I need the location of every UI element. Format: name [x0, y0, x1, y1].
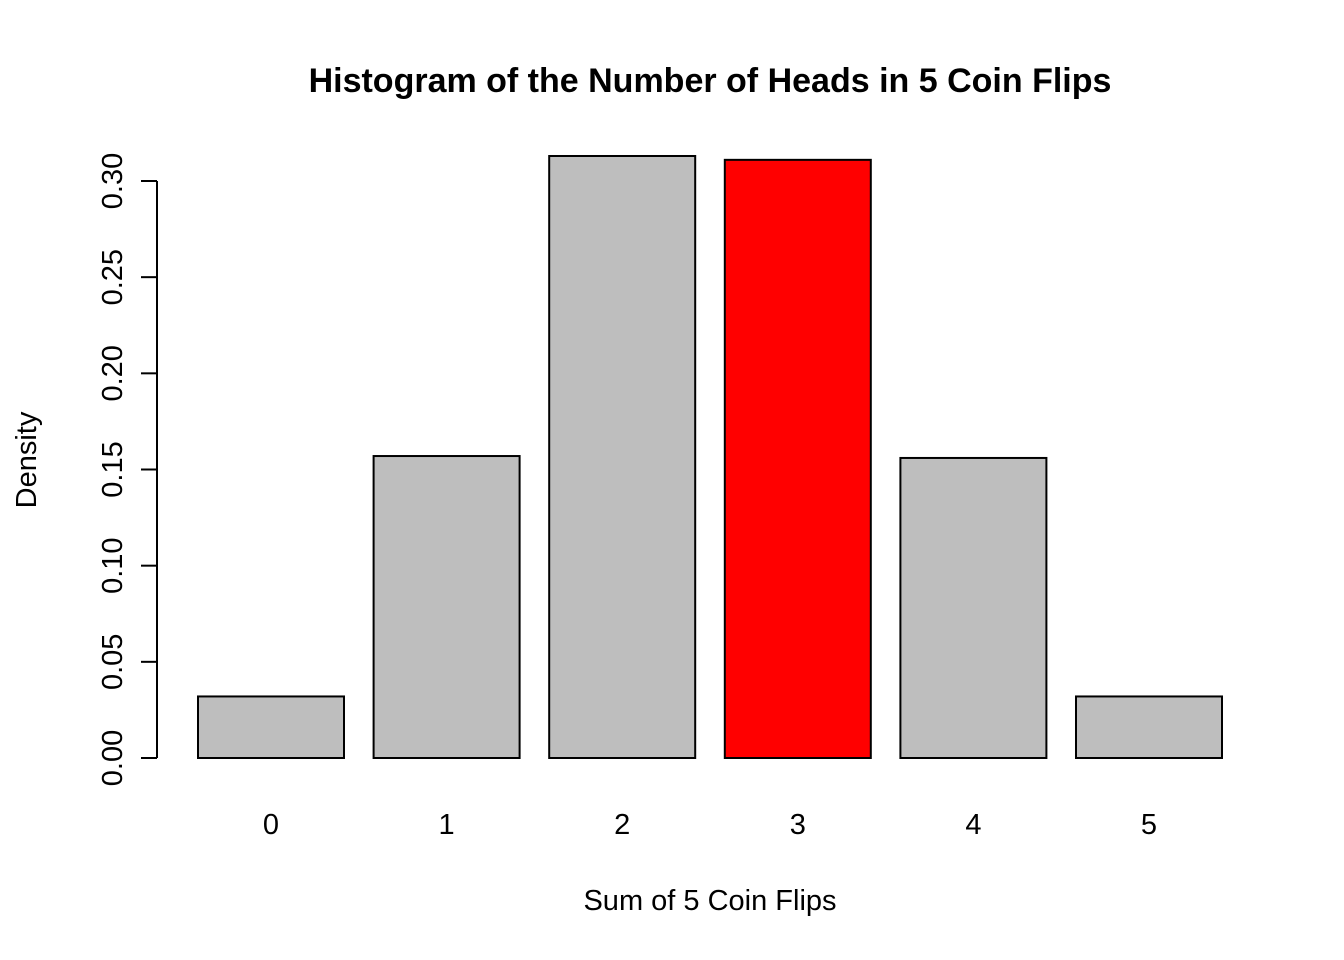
bar-0: [197, 695, 345, 759]
chart-title: Histogram of the Number of Heads in 5 Co…: [309, 62, 1112, 100]
y-tick-label: 0.25: [97, 249, 129, 305]
x-tick-label: 1: [439, 809, 455, 841]
x-tick-label: 3: [790, 809, 806, 841]
x-tick-label: 4: [965, 809, 981, 841]
y-tick-label: 0.15: [97, 441, 129, 497]
y-axis-label: Density: [11, 411, 43, 508]
y-tick-label: 0.10: [97, 537, 129, 593]
bar-2: [548, 154, 697, 760]
y-tick-label: 0.30: [97, 153, 129, 209]
y-tick-label: 0.05: [97, 634, 129, 690]
y-tick-label: 0.00: [97, 730, 129, 786]
y-tick-label: 0.20: [97, 345, 129, 401]
x-tick-label: 0: [263, 809, 279, 841]
x-axis-labels: 0 1 2 3 4 5: [263, 809, 1157, 841]
bars-group: [197, 154, 1223, 760]
bar-4: [899, 456, 1048, 759]
y-axis: 0.00 0.05 0.10 0.15 0.20 0.25 0.30: [97, 153, 158, 786]
x-tick-label: 5: [1141, 809, 1157, 841]
x-tick-label: 2: [614, 809, 630, 841]
bar-1: [372, 455, 521, 759]
bar-3: [723, 158, 872, 760]
x-axis-label: Sum of 5 Coin Flips: [583, 885, 836, 917]
bar-5: [1075, 695, 1223, 759]
